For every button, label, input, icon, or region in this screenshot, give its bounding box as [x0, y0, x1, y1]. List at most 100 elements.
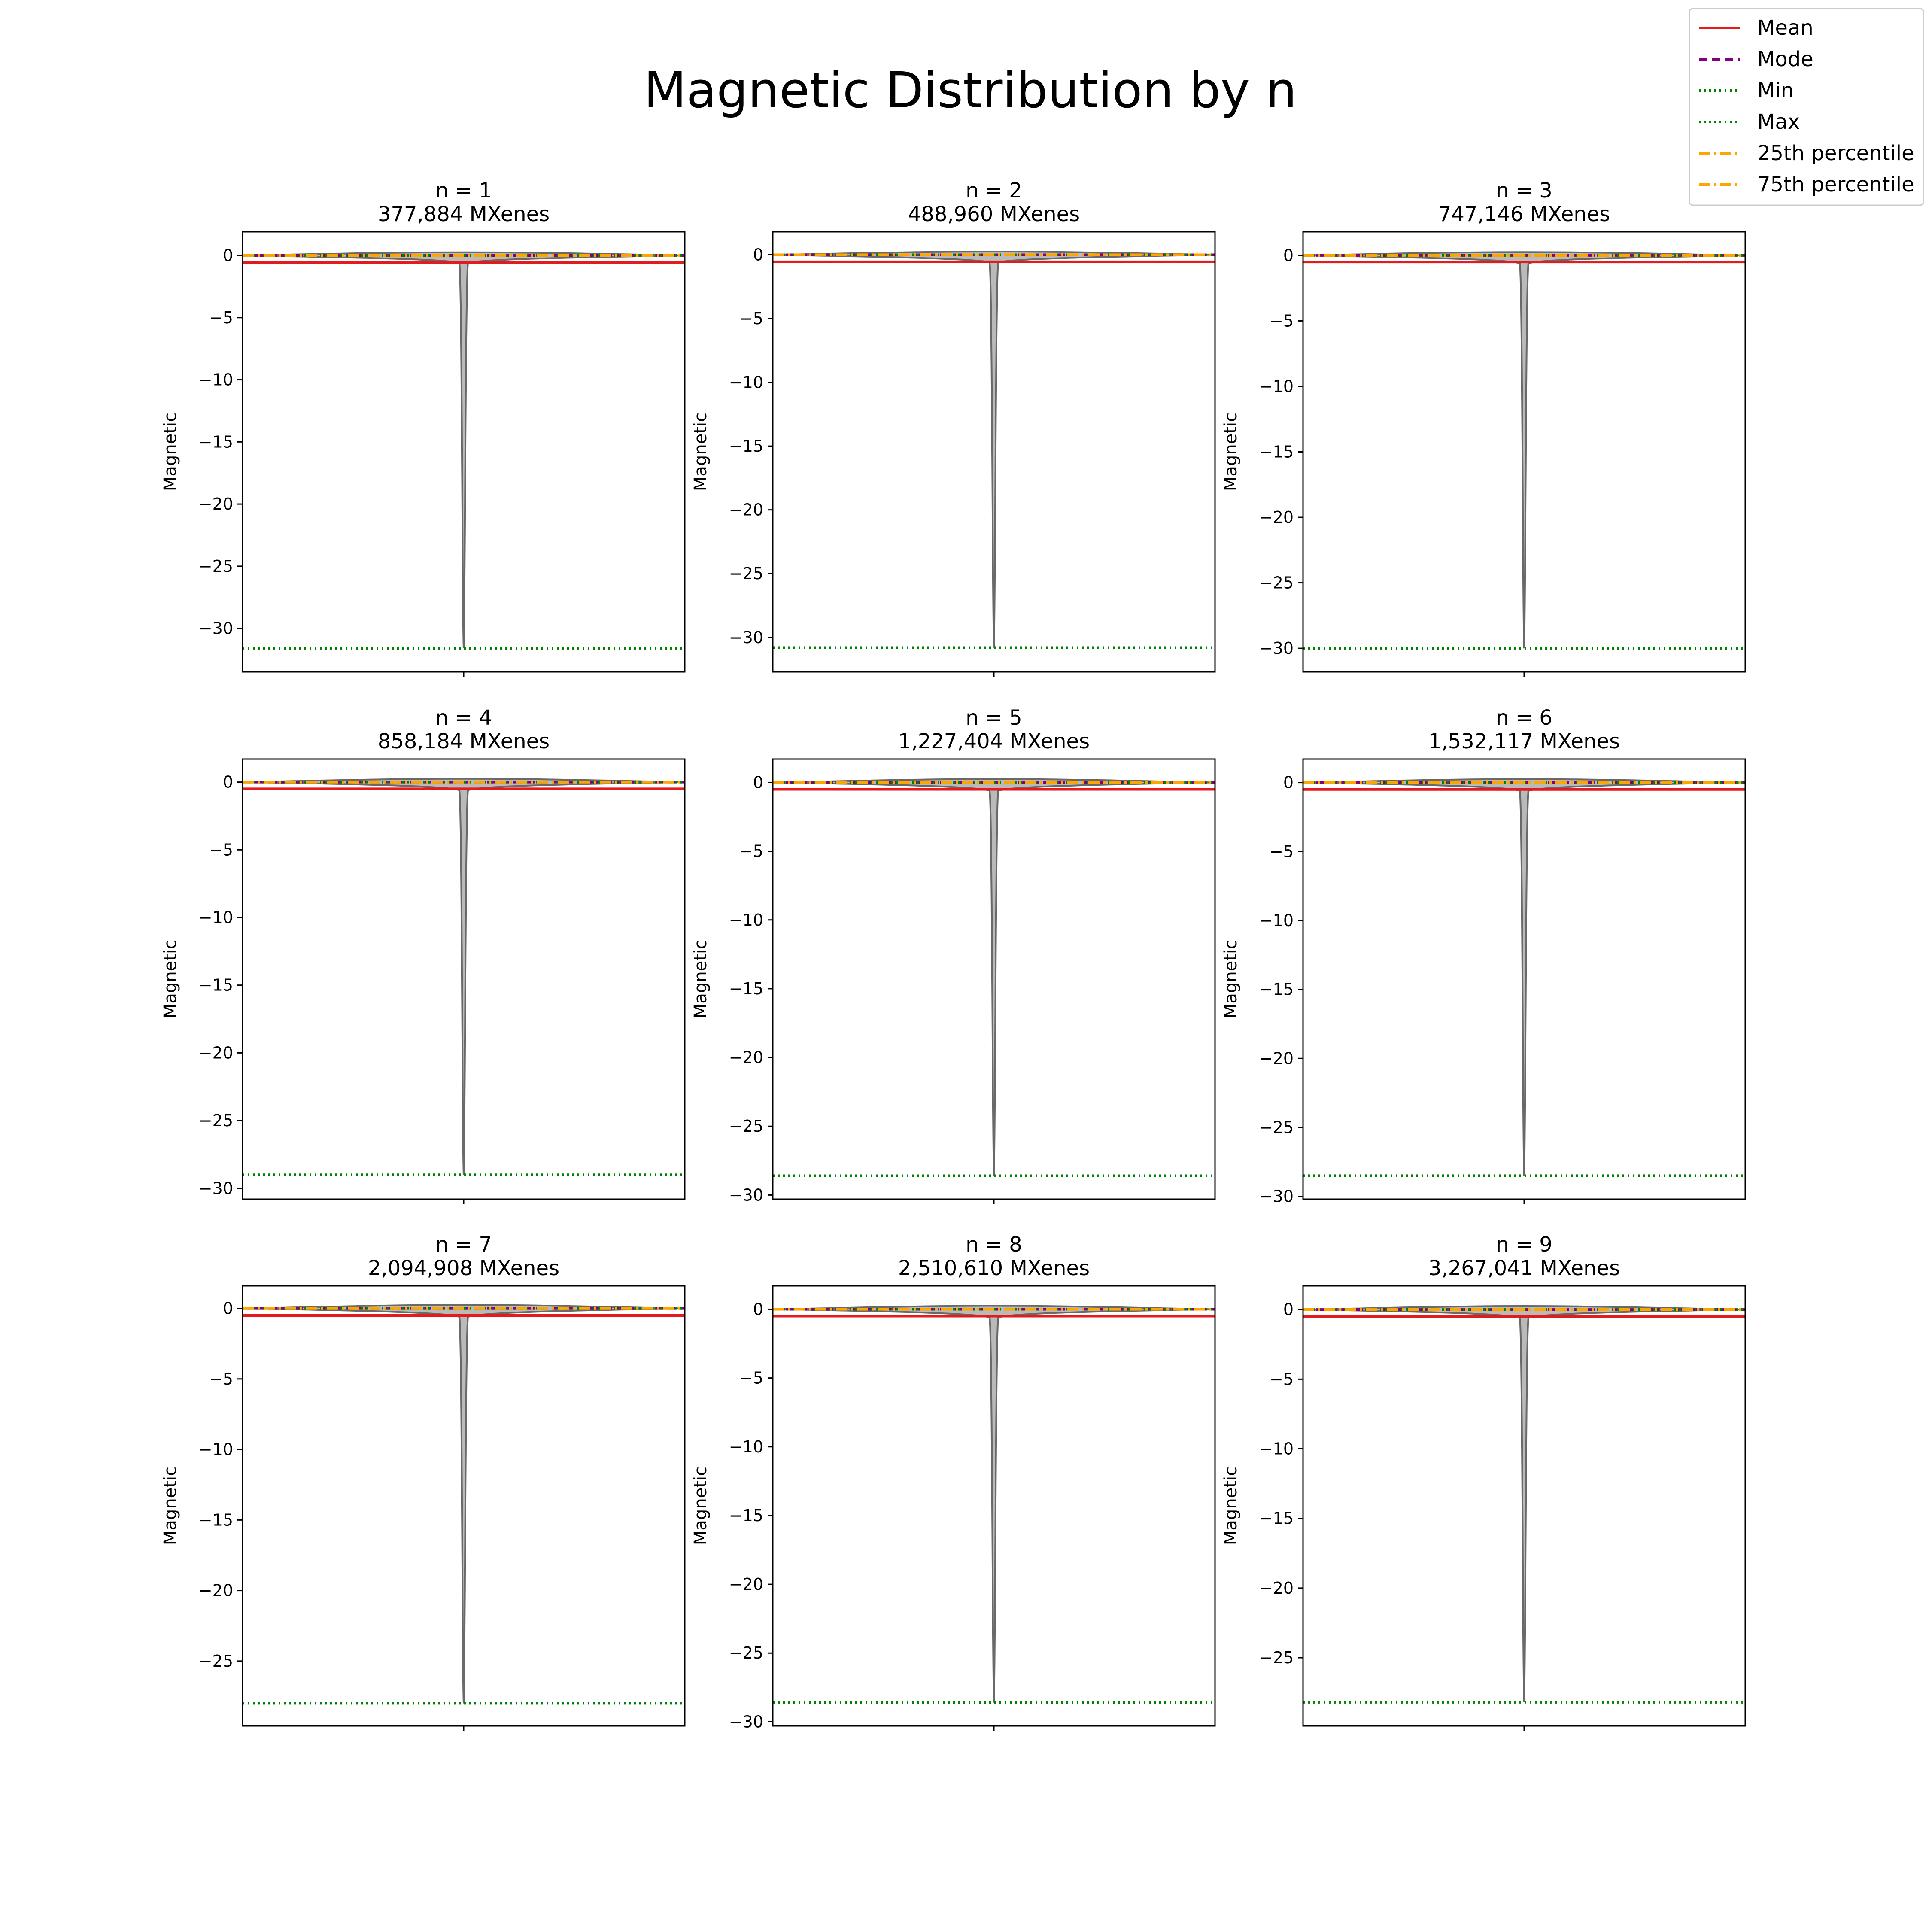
y-tick-label: −25 — [729, 1117, 763, 1136]
axes-frame — [772, 231, 1216, 673]
subplot-subtitle: 3,267,041 MXenes — [1428, 1256, 1620, 1280]
legend: Mean Mode Min Max 25th percentile 75th percen… — [1689, 8, 1924, 206]
y-tick-label: −15 — [729, 1506, 763, 1525]
y-tick-label: −20 — [199, 1581, 233, 1600]
violin-body — [777, 251, 1211, 648]
y-tick-label: −30 — [199, 1179, 233, 1198]
legend-box — [1689, 8, 1924, 206]
y-tick-label: −25 — [1259, 1648, 1294, 1667]
y-tick-label: −20 — [1259, 1579, 1294, 1598]
subplot-title: n = 9 — [1496, 1233, 1552, 1257]
y-tick-label: −10 — [1259, 377, 1294, 396]
y-tick-label: −20 — [199, 495, 233, 513]
subplot-subtitle: 2,510,610 MXenes — [898, 1256, 1090, 1280]
axes-frame — [242, 231, 686, 673]
violin-body — [246, 778, 681, 1175]
legend-label: 75th percentile — [1757, 173, 1914, 197]
subplot-title: n = 5 — [966, 706, 1022, 730]
y-tick-label: 0 — [1283, 773, 1294, 792]
y-axis-label: Magnetic — [161, 413, 180, 491]
legend-label: Mean — [1757, 16, 1814, 40]
subplot-n8: n = 82,510,610 MXenes Magnetic 0 −5 −10 −15 −2… — [691, 1233, 1216, 1731]
y-tick-label: −5 — [1270, 842, 1294, 861]
y-axis-label: Magnetic — [161, 1467, 180, 1545]
y-tick-label: −15 — [729, 437, 763, 456]
subplot-subtitle: 488,960 MXenes — [908, 202, 1080, 226]
y-tick-label: −20 — [1259, 1049, 1294, 1068]
subplot-n6: n = 61,532,117 MXenes Magnetic 0 −5 −10 −15 −2… — [1221, 706, 1746, 1206]
y-tick-label: −20 — [199, 1043, 233, 1062]
y-tick-label: −25 — [1259, 574, 1294, 592]
y-tick-label: 0 — [1283, 246, 1294, 265]
legend-label: Mode — [1757, 47, 1814, 71]
y-tick-label: −5 — [1270, 1370, 1294, 1388]
y-tick-label: −30 — [199, 619, 233, 638]
y-tick-label: −5 — [739, 1369, 763, 1388]
subplot-subtitle: 858,184 MXenes — [378, 729, 550, 753]
axes-frame — [772, 1285, 1216, 1727]
y-tick-label: −10 — [199, 908, 233, 927]
y-tick-label: −30 — [1259, 639, 1294, 658]
y-tick-label: −15 — [199, 1510, 233, 1529]
subplot-subtitle: 1,227,404 MXenes — [898, 729, 1090, 753]
y-tick-label: −25 — [199, 1111, 233, 1130]
y-axis-label: Magnetic — [691, 1467, 711, 1545]
y-axis-label: Magnetic — [691, 413, 711, 491]
violin-body — [1307, 251, 1741, 649]
y-tick-label: −10 — [1259, 911, 1294, 930]
subplot-title: n = 7 — [435, 1233, 492, 1257]
subplot-subtitle: 1,532,117 MXenes — [1428, 729, 1620, 753]
y-tick-label: −30 — [729, 1712, 763, 1731]
subplot-title: n = 6 — [1496, 706, 1552, 730]
y-tick-label: −5 — [209, 308, 233, 327]
axes-frame — [1302, 1285, 1746, 1727]
y-tick-label: −15 — [729, 979, 763, 998]
y-tick-label: 0 — [223, 773, 233, 792]
y-tick-label: 0 — [753, 773, 763, 792]
y-tick-label: −5 — [209, 840, 233, 859]
subplot-n7: n = 72,094,908 MXenes Magnetic 0 −5 −10 −15 −2… — [161, 1233, 686, 1731]
y-tick-label: −15 — [199, 432, 233, 451]
y-tick-label: 0 — [753, 1300, 763, 1318]
y-axis-label: Magnetic — [1221, 1467, 1241, 1545]
y-tick-label: 0 — [753, 245, 763, 264]
y-tick-label: −20 — [729, 1048, 763, 1067]
y-tick-label: −30 — [729, 628, 763, 647]
violin-body — [1307, 778, 1741, 1176]
subplot-title: n = 3 — [1496, 179, 1552, 203]
subplot-subtitle: 747,146 MXenes — [1438, 202, 1610, 226]
y-tick-label: −10 — [729, 373, 763, 392]
axes-frame — [242, 1285, 686, 1727]
y-tick-label: −20 — [1259, 508, 1294, 527]
y-tick-label: −25 — [199, 1652, 233, 1671]
legend-label: 25th percentile — [1757, 141, 1914, 165]
y-tick-label: −25 — [729, 1643, 763, 1662]
y-tick-label: −10 — [199, 1440, 233, 1459]
y-tick-label: 0 — [223, 1299, 233, 1318]
y-tick-label: 0 — [223, 246, 233, 265]
y-tick-label: −25 — [199, 557, 233, 576]
y-tick-label: −15 — [1259, 1509, 1294, 1528]
subplot-title: n = 8 — [966, 1233, 1022, 1257]
axes-frame — [772, 758, 1216, 1200]
subplot-title: n = 2 — [966, 179, 1022, 203]
subplot-n9: n = 93,267,041 MXenes Magnetic 0 −5 −10 −15 −2… — [1221, 1233, 1746, 1731]
violin-body — [777, 778, 1211, 1176]
y-axis-label: Magnetic — [1221, 940, 1241, 1018]
legend-label: Max — [1757, 110, 1800, 134]
y-tick-label: −5 — [1270, 311, 1294, 330]
subplot-n5: n = 51,227,404 MXenes Magnetic 0 −5 −10 −15 −2… — [691, 706, 1216, 1204]
violin-body — [246, 1304, 681, 1704]
y-tick-label: −10 — [729, 1437, 763, 1456]
figure-title: Magnetic Distribution by n — [644, 62, 1297, 119]
y-tick-label: −25 — [729, 564, 763, 583]
violin-body — [246, 251, 681, 649]
y-tick-label: −5 — [739, 309, 763, 328]
y-tick-label: −10 — [199, 371, 233, 389]
y-tick-label: −5 — [739, 842, 763, 861]
violin-body — [777, 1305, 1211, 1703]
